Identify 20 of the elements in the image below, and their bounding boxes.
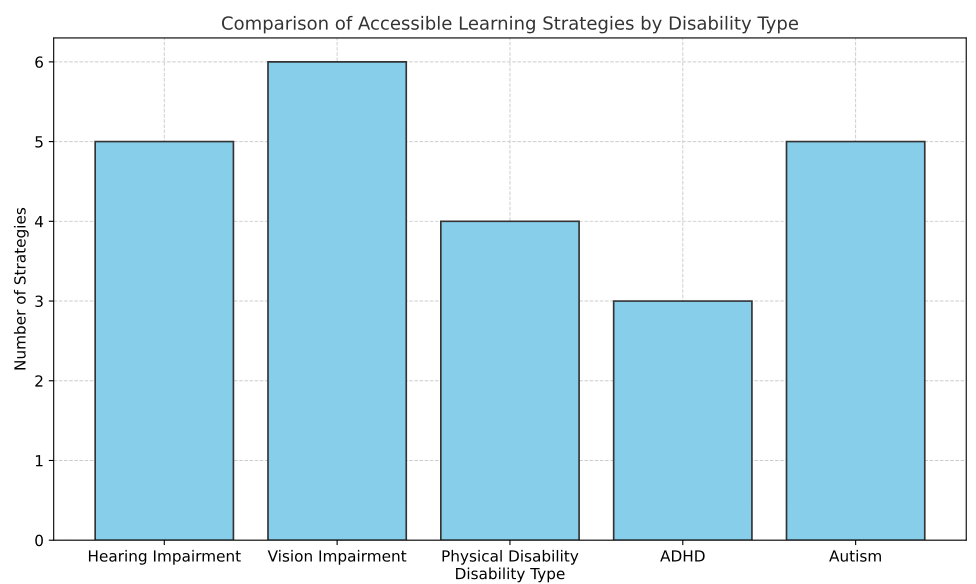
x-tick-label: ADHD [660, 550, 705, 562]
y-tick-label: 4 [34, 216, 44, 228]
x-axis-title: Disability Type [456, 567, 565, 582]
chart-title: Comparison of Accessible Learning Strategies by Disability Type [222, 16, 798, 34]
y-tick-label: 3 [35, 296, 43, 308]
bar [94, 140, 234, 540]
y-tick-label: 6 [35, 56, 43, 68]
y-tick-label: 0 [35, 534, 43, 546]
bar [440, 220, 580, 540]
bar [786, 140, 926, 540]
y-tick-label: 2 [35, 375, 42, 387]
x-tick-label: Hearing Impairment [88, 550, 241, 565]
y-tick-label: 1 [36, 455, 43, 466]
bar [612, 300, 753, 540]
bar [267, 61, 408, 540]
x-tick-label: Autism [829, 550, 881, 562]
y-tick-label: 5 [35, 136, 43, 148]
x-tick-label: Physical Disability [442, 550, 578, 565]
x-tick-label: Vision Impairment [268, 550, 406, 565]
y-axis-title: Number of Strategies [14, 208, 29, 370]
